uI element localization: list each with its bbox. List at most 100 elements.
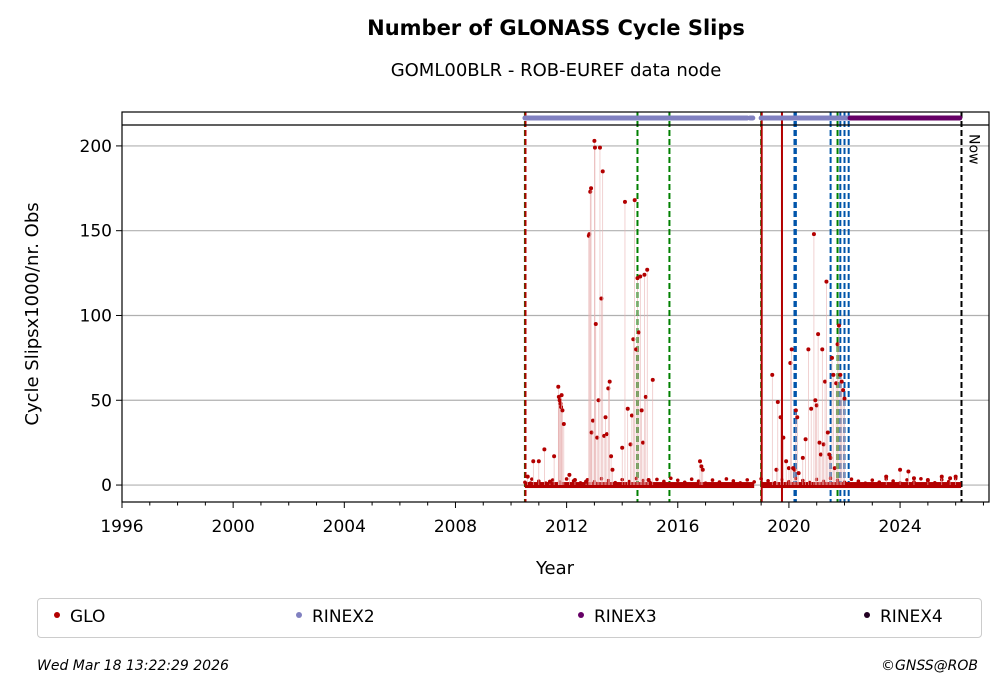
glo-point [629,413,634,418]
glo-point [825,430,830,435]
glo-point [792,467,797,472]
y-tick-label: 0 [101,476,112,496]
glo-point [784,459,789,464]
glo-point [592,138,597,143]
y-tick-label: 100 [80,306,112,326]
x-axis-label: Year [535,558,575,579]
glo-point [877,480,882,484]
glo-point [731,479,736,483]
glo-point [588,189,593,194]
glo-point [828,455,833,460]
glo-point [884,474,889,479]
glo-point [824,279,829,284]
glo-point [650,377,655,382]
glo-point [645,267,650,272]
glo-point [911,476,916,481]
rinex2-marker-icon [296,612,302,618]
glo-point [643,394,648,399]
glo-point [807,480,812,485]
glo-point [592,145,597,150]
legend-label: GLO [70,607,106,627]
glo-point [745,478,750,482]
glo-point [662,479,666,484]
legend-item-rinex2: RINEX2 [296,607,375,627]
glo-point [669,476,673,481]
glo-point [595,435,600,440]
glo-point [863,481,868,486]
glo-point [572,477,577,482]
glo-point [870,478,875,482]
glo-point [925,477,930,482]
glo-point [542,447,547,452]
glo-point [766,478,770,483]
glo-point [613,480,618,485]
glo-point [523,480,527,485]
glo-point [788,360,793,365]
glo-point [655,477,659,482]
glo-point [675,478,680,483]
glo-point [834,381,839,386]
glo-point [856,479,861,484]
legend-label: RINEX3 [594,607,657,627]
glo-point [559,393,564,398]
glo-point [682,480,687,485]
glo-point [823,379,828,384]
glo-point [567,472,572,477]
glo-point [738,481,743,485]
glo-baseline [524,482,755,489]
glo-point [599,296,604,301]
glo-point [827,452,832,457]
glo-point [836,323,841,328]
glo-point [946,479,951,484]
glo-point [610,467,615,472]
chart-title: Number of GLONASS Cycle Slips [367,16,745,40]
glo-point [689,477,694,481]
x-tick-label: 2000 [212,517,255,537]
glo-point [759,476,763,481]
glo-point [557,398,562,403]
glo-point [838,372,843,377]
axes: 0 50 100 150 200 1996 2000 2004 2008 2012 2016 2020… [80,111,990,537]
glo-point [584,479,589,484]
glo-point [560,408,565,413]
glo-point [770,372,775,377]
glo-point [703,481,708,485]
glo-point [849,477,854,482]
glo-point [552,454,557,459]
glo-point [631,337,636,342]
glo-point [839,379,844,384]
legend-label: RINEX2 [312,607,375,627]
glo-point [591,418,596,423]
glo-point [835,342,840,347]
glo-point [832,466,837,471]
x-tick-label: 2020 [767,517,810,537]
glo-point [773,480,777,485]
glo-point [842,396,847,401]
glo-point [809,406,814,411]
glo-point [953,474,958,479]
glo-point [556,384,561,389]
glo-point [603,415,608,420]
glo-point [775,399,780,404]
x-tick-label: 2008 [434,517,477,537]
glo-point [536,459,541,464]
glo-point [818,452,823,457]
grid-lines [122,145,989,486]
glo-point [638,274,643,279]
y-tick-label: 200 [80,137,112,157]
glo-point [646,477,651,482]
glo-point [831,372,836,377]
glo-point [632,198,637,203]
glo-marker-icon [54,612,60,618]
legend-item-glo: GLO [54,607,105,627]
glo-point [620,445,625,450]
glo-point [600,169,605,174]
glo-point [814,403,819,408]
legend-label: RINEX4 [880,607,943,627]
rinex3-marker-icon [578,612,584,618]
y-axis-label: Cycle Slipsx1000/nr. Obs [22,202,43,425]
glo-point [813,398,818,403]
glo-point [609,454,614,459]
glo-point [550,478,555,482]
glo-point [543,481,548,485]
